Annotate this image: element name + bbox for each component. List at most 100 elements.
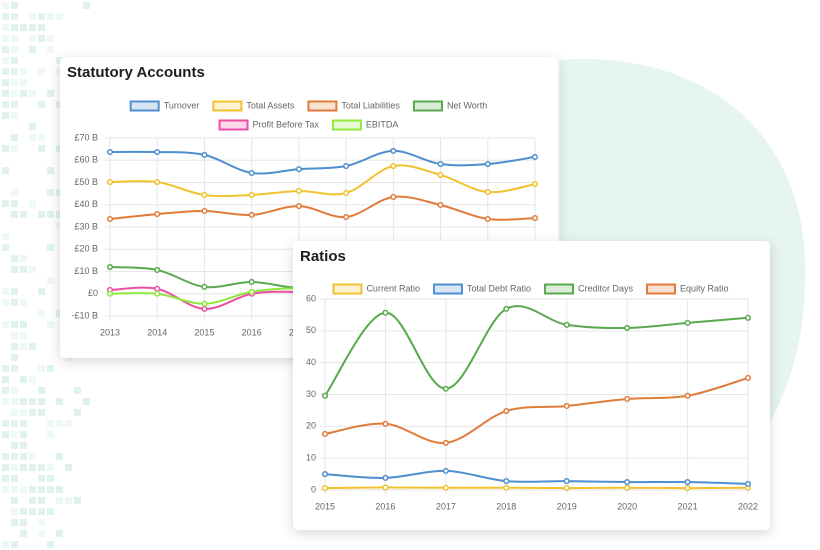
legend-label: Total Liabilities	[341, 100, 400, 110]
pixel	[47, 365, 54, 372]
pixel	[29, 266, 36, 273]
legend-label: Total Debt Ratio	[467, 283, 531, 293]
pixel	[11, 332, 18, 339]
legend-label: Turnover	[164, 100, 200, 110]
pixel	[2, 486, 9, 493]
pixel	[2, 46, 9, 53]
pixel	[38, 68, 45, 75]
pixel	[20, 79, 27, 86]
pixel	[47, 277, 54, 284]
pixel	[56, 530, 63, 537]
pixel	[11, 35, 18, 42]
pixel	[11, 464, 18, 471]
pixel	[11, 431, 18, 438]
pixel	[56, 497, 63, 504]
pixel	[2, 244, 9, 251]
pixel	[29, 46, 36, 53]
pixel	[38, 530, 45, 537]
pixel	[47, 464, 54, 471]
ratios-card: Ratios 0 10 20 30 40 50 60 2015 2016 2017 2018 2019…	[293, 241, 770, 530]
pixel	[47, 431, 54, 438]
pixel	[11, 519, 18, 526]
pixel	[20, 409, 27, 416]
data-point	[437, 160, 444, 168]
pixel	[47, 167, 54, 174]
pixel	[20, 211, 27, 218]
data-point	[484, 160, 491, 168]
pixel	[11, 541, 18, 548]
pixel	[38, 398, 45, 405]
pixel	[11, 343, 18, 350]
y-tick-label: 40	[306, 357, 316, 367]
pixel	[29, 497, 36, 504]
data-point	[390, 162, 397, 170]
data-point	[201, 300, 208, 307]
pixel	[65, 420, 72, 427]
pixel	[29, 453, 36, 460]
pixel	[47, 189, 54, 196]
pixel	[56, 13, 63, 20]
legend-label: Current Ratio	[366, 283, 420, 293]
x-tick-label: 2018	[496, 501, 516, 511]
pixel	[65, 464, 72, 471]
pixel	[47, 211, 54, 218]
pixel	[47, 321, 54, 328]
y-tick-label: £60 B	[74, 155, 98, 165]
y-tick-label: 50	[306, 325, 316, 335]
y-tick-label: £70 B	[74, 132, 98, 142]
series-line	[324, 486, 749, 490]
data-point	[563, 485, 570, 492]
pixel	[11, 398, 18, 405]
pixel	[11, 321, 18, 328]
x-tick-label: 2021	[678, 501, 698, 511]
pixel	[11, 442, 18, 449]
data-point	[684, 485, 691, 492]
pixel	[2, 24, 9, 31]
data-point	[390, 193, 397, 201]
data-point	[106, 290, 114, 297]
data-point	[295, 166, 302, 173]
pixel	[29, 90, 36, 97]
data-point	[295, 187, 302, 195]
data-point	[744, 314, 752, 321]
chart-title: Ratios	[300, 248, 346, 265]
x-tick-label: 2020	[617, 501, 637, 511]
pixel	[2, 541, 9, 548]
pixel	[20, 68, 27, 75]
pixel	[38, 211, 45, 218]
legend-label: EBITDA	[366, 119, 399, 129]
data-point	[531, 153, 539, 160]
series-line	[109, 149, 536, 175]
legend-item: Net Worth	[412, 100, 487, 112]
pixel	[11, 13, 18, 20]
pixel	[29, 464, 36, 471]
pixel	[20, 530, 27, 537]
data-point	[503, 305, 510, 312]
pixel	[56, 310, 63, 317]
pixel	[47, 541, 54, 548]
data-point	[624, 484, 631, 491]
pixel	[20, 431, 27, 438]
pixel	[11, 46, 18, 53]
pixel	[2, 101, 9, 108]
chart-title: Statutory Accounts	[67, 64, 205, 81]
series-line	[109, 195, 536, 221]
data-point	[437, 171, 444, 178]
data-point	[484, 189, 491, 196]
pixel	[11, 486, 18, 493]
pixel	[2, 79, 9, 86]
pixel	[38, 13, 45, 20]
legend-item: Total Assets	[212, 100, 295, 112]
pixel	[47, 420, 54, 427]
data-point	[106, 264, 114, 271]
pixel	[38, 475, 45, 482]
pixel	[47, 35, 54, 42]
pixel	[20, 420, 27, 427]
data-point	[248, 278, 255, 286]
legend-swatch	[432, 283, 463, 295]
data-point	[154, 285, 161, 292]
pixel	[20, 299, 27, 306]
pixel	[29, 123, 36, 130]
pixel	[29, 24, 36, 31]
